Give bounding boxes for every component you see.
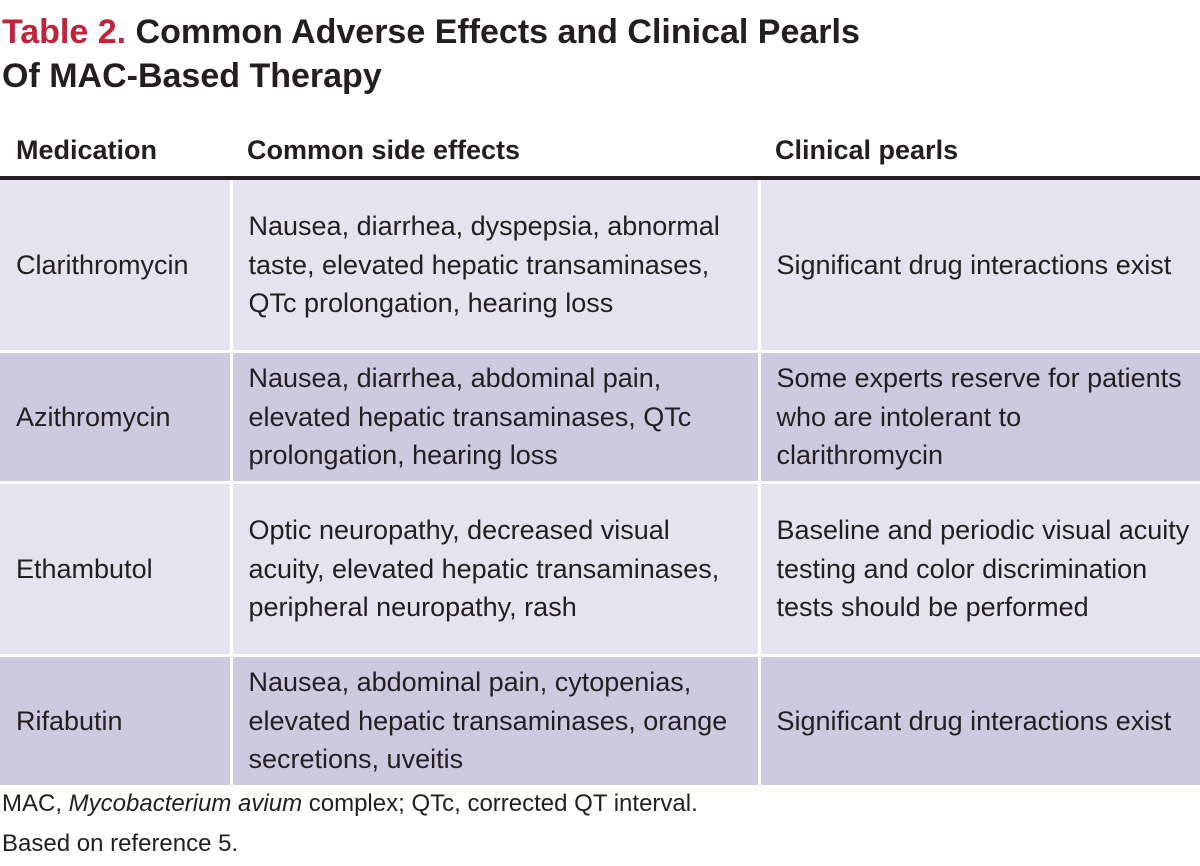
cell-side-effects: Nausea, diarrhea, abdominal pain, elevat… (229, 350, 759, 483)
cell-medication: Azithromycin (0, 350, 231, 483)
abbrev-organism: Mycobacterium avium (68, 790, 303, 817)
table-title-line1: Common Adverse Effects and Clinical Pear… (135, 13, 860, 51)
table-row: Azithromycin Nausea, diarrhea, abdominal… (0, 350, 1200, 483)
table-title-line2: Of MAC-Based Therapy (2, 57, 382, 95)
adverse-effects-table: Medication Common side effects Clinical … (0, 123, 1200, 785)
table-number-label: Table 2. (2, 13, 127, 51)
header-medication: Medication (0, 123, 231, 180)
table-row: Ethambutol Optic neuropathy, decreased v… (0, 481, 1200, 656)
table-footnotes: MAC, Mycobacterium avium complex; QTc, c… (2, 784, 698, 864)
cell-clinical-pearls: Some experts reserve for patients who ar… (757, 350, 1200, 483)
cell-medication: Clarithromycin (0, 178, 231, 352)
cell-side-effects: Optic neuropathy, decreased visual acuit… (229, 481, 759, 656)
abbreviations-footnote: MAC, Mycobacterium avium complex; QTc, c… (2, 784, 698, 824)
header-clinical-pearls: Clinical pearls (759, 123, 1200, 180)
abbrev-prefix: MAC, (2, 790, 69, 817)
table-title: Table 2. Common Adverse Effects and Clin… (2, 10, 860, 98)
reference-footnote: Based on reference 5. (2, 830, 239, 857)
abbrev-suffix: complex; QTc, corrected QT interval. (302, 790, 698, 817)
table-header-row: Medication Common side effects Clinical … (0, 123, 1200, 180)
table-row: Rifabutin Nausea, abdominal pain, cytope… (0, 654, 1200, 785)
header-side-effects: Common side effects (231, 123, 759, 180)
cell-clinical-pearls: Significant drug interactions exist (757, 178, 1200, 352)
cell-clinical-pearls: Baseline and periodic visual acuity test… (757, 481, 1200, 656)
cell-clinical-pearls: Significant drug interactions exist (757, 654, 1200, 785)
cell-side-effects: Nausea, diarrhea, dyspepsia, abnormal ta… (229, 178, 759, 352)
cell-medication: Ethambutol (0, 481, 231, 656)
cell-medication: Rifabutin (0, 654, 231, 785)
table-row: Clarithromycin Nausea, diarrhea, dyspeps… (0, 178, 1200, 352)
adverse-effects-table-container: Medication Common side effects Clinical … (0, 123, 1200, 785)
cell-side-effects: Nausea, abdominal pain, cytopenias, elev… (229, 654, 759, 785)
